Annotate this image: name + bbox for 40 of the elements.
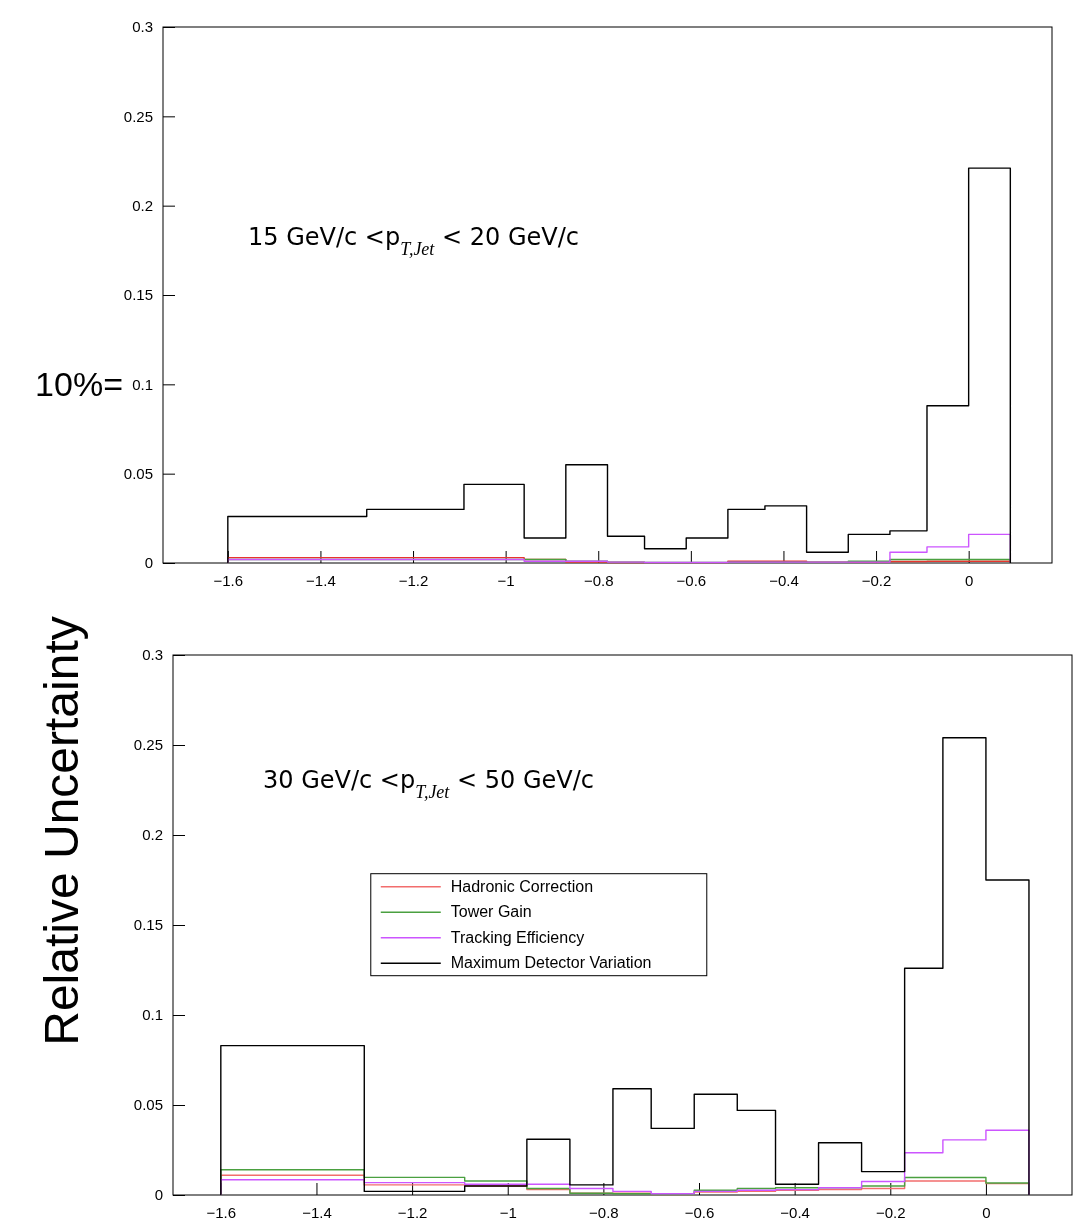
x-tick-label: −1.6 bbox=[213, 571, 244, 589]
annotation: 30 GeV/c <p$_{T,Jet}$ < 50 GeV/c bbox=[263, 766, 594, 802]
x-tick-label: −0.8 bbox=[589, 1203, 619, 1221]
y-tick-label: 0.25 bbox=[123, 107, 153, 125]
x-tick-label: −1.4 bbox=[306, 571, 336, 589]
x-tick-label: 0 bbox=[982, 1203, 991, 1221]
x-tick-label: −0.8 bbox=[583, 571, 614, 589]
y-tick-label: 0.05 bbox=[133, 1096, 163, 1114]
y-tick-label: 0.15 bbox=[133, 916, 163, 934]
x-tick-label: −1.6 bbox=[206, 1203, 237, 1221]
x-tick-label: −0.4 bbox=[769, 571, 799, 589]
x-tick-label: −1 bbox=[497, 571, 515, 589]
legend-label: Tracking Efficiency bbox=[450, 928, 585, 946]
y-tick-label: 0.15 bbox=[123, 286, 153, 304]
x-tick-label: −1.2 bbox=[398, 571, 429, 589]
legend-label: Maximum Detector Variation bbox=[450, 954, 652, 972]
x-tick-label: −1.2 bbox=[397, 1203, 428, 1221]
x-tick-label: −0.6 bbox=[676, 571, 707, 589]
x-tick-label: −0.4 bbox=[780, 1203, 810, 1221]
x-tick-label: −1 bbox=[499, 1203, 517, 1221]
y-tick-label: 0.3 bbox=[132, 18, 153, 36]
y-tick-label: 0.3 bbox=[142, 646, 163, 664]
text: 10%= bbox=[35, 365, 123, 404]
x-tick-label: −0.6 bbox=[684, 1203, 715, 1221]
y-tick-label: 0 bbox=[144, 554, 153, 572]
y-tick-label: 0.1 bbox=[142, 1006, 163, 1024]
x-tick-label: −0.2 bbox=[875, 1203, 906, 1221]
annotation: 15 GeV/c <p$_{T,Jet}$ < 20 GeV/c bbox=[248, 223, 579, 259]
y-tick-label: 0.2 bbox=[142, 826, 163, 844]
legend-label: Tower Gain bbox=[450, 903, 532, 921]
y-tick-label: 0.05 bbox=[123, 464, 153, 482]
x-tick-label: −1.4 bbox=[302, 1203, 332, 1221]
y-axis-title: Relative Uncertainty bbox=[35, 616, 88, 1046]
legend-label: Hadronic Correction bbox=[450, 877, 594, 895]
y-tick-label: 0.25 bbox=[133, 736, 163, 754]
x-tick-label: 0 bbox=[964, 571, 974, 589]
y-tick-label: 0.2 bbox=[132, 196, 153, 214]
y-tick-label: 0 bbox=[154, 1186, 163, 1204]
x-tick-label: −0.2 bbox=[861, 571, 892, 589]
y-tick-label: 0.1 bbox=[132, 375, 153, 393]
